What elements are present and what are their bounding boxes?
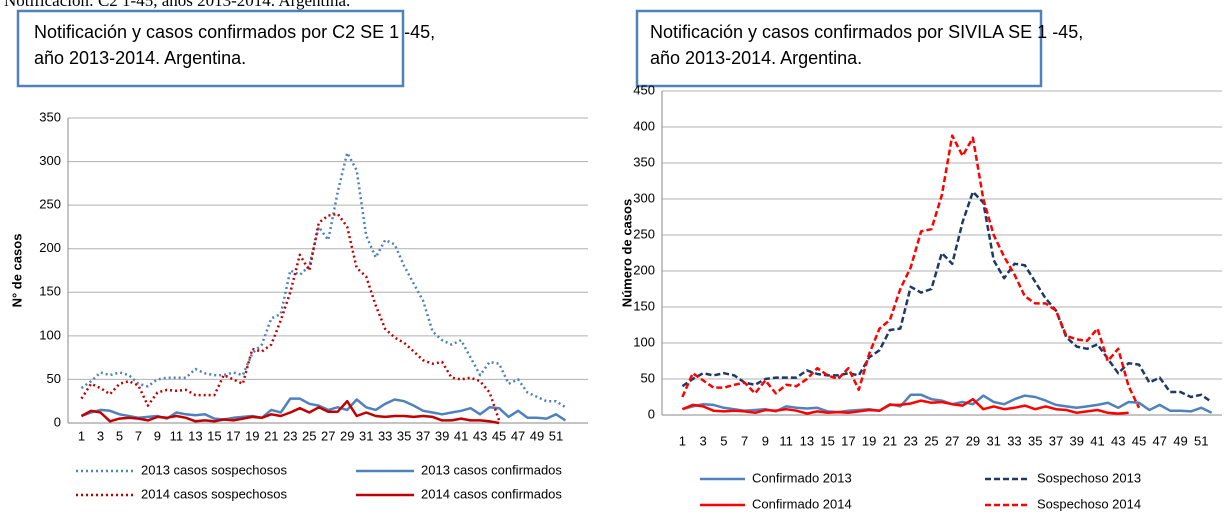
x-tick-label: 51 — [549, 428, 563, 443]
legend-label: 2014 casos confirmados — [421, 486, 562, 501]
x-tick-label: 23 — [903, 433, 917, 448]
y-tick-label: 350 — [633, 154, 655, 169]
x-tick-label: 29 — [340, 428, 354, 443]
y-tick-label: 400 — [633, 118, 655, 133]
y-tick-label: 0 — [54, 414, 61, 429]
series-line — [80, 399, 500, 425]
series-line — [681, 134, 1141, 409]
chart-title: año 2013-2014. Argentina. — [34, 48, 246, 68]
y-tick-label: 50 — [641, 370, 655, 385]
legend-label: Sospechoso 2014 — [1037, 496, 1141, 511]
x-tick-label: 43 — [1111, 433, 1125, 448]
x-tick-label: 19 — [245, 428, 259, 443]
y-tick-label: 150 — [633, 298, 655, 313]
legend-label: Confirmado 2013 — [752, 470, 852, 485]
x-tick-label: 45 — [492, 428, 506, 443]
y-tick-label: 300 — [39, 153, 61, 168]
x-tick-label: 7 — [135, 428, 142, 443]
legend-label: 2013 casos sospechosos — [141, 462, 287, 477]
x-tick-label: 5 — [720, 433, 727, 448]
x-tick-label: 5 — [116, 428, 123, 443]
chart-title: Notificación y casos confirmados por C2 … — [34, 22, 435, 42]
legend-label: 2014 casos sospechosos — [141, 486, 287, 501]
y-tick-label: 150 — [39, 284, 61, 299]
y-tick-label: 250 — [633, 226, 655, 241]
x-tick-label: 43 — [473, 428, 487, 443]
x-tick-label: 23 — [283, 428, 297, 443]
x-tick-label: 27 — [321, 428, 335, 443]
y-tick-label: 200 — [633, 262, 655, 277]
y-tick-label: 50 — [47, 371, 61, 386]
x-tick-label: 19 — [862, 433, 876, 448]
x-tick-label: 21 — [264, 428, 278, 443]
y-tick-label: 100 — [633, 334, 655, 349]
x-tick-label: 7 — [741, 433, 748, 448]
x-tick-label: 29 — [966, 433, 980, 448]
x-tick-label: 51 — [1194, 433, 1208, 448]
x-tick-label: 35 — [1028, 433, 1042, 448]
x-tick-label: 13 — [188, 428, 202, 443]
title-box — [635, 9, 1043, 88]
series-line — [681, 190, 1213, 404]
x-tick-label: 35 — [397, 428, 411, 443]
x-tick-label: 21 — [883, 433, 897, 448]
y-tick-label: 0 — [648, 406, 655, 421]
x-tick-label: 31 — [359, 428, 373, 443]
y-tick-label: 100 — [39, 327, 61, 342]
x-tick-label: 41 — [454, 428, 468, 443]
x-tick-label: 1 — [78, 428, 85, 443]
y-axis-label: Número de casos — [619, 199, 634, 307]
x-tick-label: 9 — [154, 428, 161, 443]
x-tick-label: 47 — [511, 428, 525, 443]
chart-title: año 2013-2014. Argentina. — [650, 48, 862, 68]
series-line — [80, 151, 567, 409]
x-tick-label: 3 — [700, 433, 707, 448]
x-tick-label: 17 — [226, 428, 240, 443]
x-tick-label: 11 — [170, 428, 184, 443]
legend-label: Confirmado 2014 — [752, 496, 852, 511]
x-tick-label: 27 — [945, 433, 959, 448]
x-tick-label: 1 — [679, 433, 686, 448]
y-tick-label: 200 — [39, 240, 61, 255]
x-tick-label: 45 — [1132, 433, 1146, 448]
x-tick-label: 49 — [1173, 433, 1187, 448]
y-tick-label: 350 — [39, 109, 61, 124]
title-box — [16, 9, 405, 88]
x-tick-label: 31 — [986, 433, 1000, 448]
x-tick-label: 15 — [207, 428, 221, 443]
series-line — [681, 397, 1129, 415]
x-tick-label: 3 — [97, 428, 104, 443]
chart-title: Notificación y casos confirmados por SIV… — [650, 22, 1083, 42]
x-tick-label: 39 — [1069, 433, 1083, 448]
x-tick-label: 33 — [378, 428, 392, 443]
legend-label: Sospechoso 2013 — [1037, 470, 1141, 485]
x-tick-label: 49 — [530, 428, 544, 443]
legend-label: 2013 casos confirmados — [421, 462, 562, 477]
x-tick-label: 25 — [302, 428, 316, 443]
x-tick-label: 9 — [762, 433, 769, 448]
x-tick-label: 15 — [820, 433, 834, 448]
page-caption: Notificación: C2 1-45, años 2013-2014. A… — [4, 0, 350, 10]
x-tick-label: 13 — [800, 433, 814, 448]
x-tick-label: 47 — [1153, 433, 1167, 448]
x-tick-label: 37 — [1049, 433, 1063, 448]
x-tick-label: 39 — [435, 428, 449, 443]
y-tick-label: 450 — [633, 82, 655, 97]
x-tick-label: 37 — [416, 428, 430, 443]
y-tick-label: 250 — [39, 197, 61, 212]
x-tick-label: 25 — [924, 433, 938, 448]
x-tick-label: 11 — [779, 433, 793, 448]
series-line — [80, 212, 501, 421]
x-tick-label: 33 — [1007, 433, 1021, 448]
x-tick-label: 41 — [1090, 433, 1104, 448]
y-tick-label: 300 — [633, 190, 655, 205]
x-tick-label: 17 — [841, 433, 855, 448]
y-axis-label: N° de casos — [9, 234, 24, 308]
